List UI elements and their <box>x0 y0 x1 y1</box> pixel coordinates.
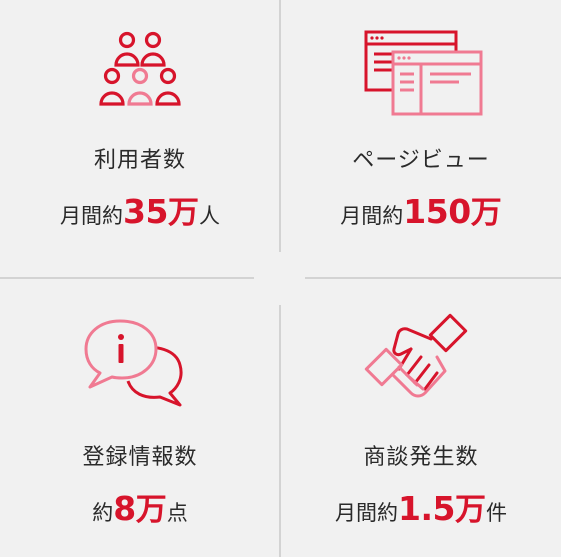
stat-label: 登録情報数 <box>82 445 198 470</box>
stat-prefix: 月間約 <box>340 204 404 228</box>
users-icon <box>0 28 280 120</box>
stat-prefix: 約 <box>92 501 114 525</box>
stat-value: 月間約1.5万件 <box>281 489 561 533</box>
stat-label: 利用者数 <box>93 148 186 173</box>
stat-number: 150 <box>403 192 471 231</box>
stat-unit: 万 <box>454 492 486 528</box>
horizontal-divider <box>305 277 561 279</box>
browser-windows-icon <box>281 28 561 120</box>
stat-prefix: 月間約 <box>60 204 124 228</box>
stat-label: 商談発生数 <box>363 445 479 470</box>
stat-card-registrations: 登録情報数 約8万点 <box>0 279 280 557</box>
handshake-icon <box>281 313 561 407</box>
stat-suffix: 人 <box>198 204 220 228</box>
vertical-divider <box>279 0 281 252</box>
stat-value: 約8万点 <box>0 489 280 533</box>
stat-unit: 万 <box>167 195 199 231</box>
stat-suffix: 点 <box>166 501 188 525</box>
stat-label: ページビュー <box>352 148 490 173</box>
stat-number: 1.5 <box>398 489 455 528</box>
stat-number: 8 <box>113 489 136 528</box>
stat-unit: 万 <box>135 492 167 528</box>
stat-card-users: 利用者数 月間約35万人 <box>0 0 280 278</box>
stat-suffix: 件 <box>485 501 507 525</box>
vertical-divider <box>279 305 281 557</box>
info-chat-icon <box>0 315 280 407</box>
horizontal-divider <box>0 277 254 279</box>
stat-card-pageviews: ページビュー 月間約150万 <box>281 0 561 278</box>
stat-value: 月間約150万 <box>281 192 561 236</box>
stat-unit: 万 <box>470 195 502 231</box>
stat-prefix: 月間約 <box>335 501 399 525</box>
stat-value: 月間約35万人 <box>0 192 280 236</box>
stat-card-deals: 商談発生数 月間約1.5万件 <box>281 279 561 557</box>
stat-number: 35 <box>123 192 168 231</box>
